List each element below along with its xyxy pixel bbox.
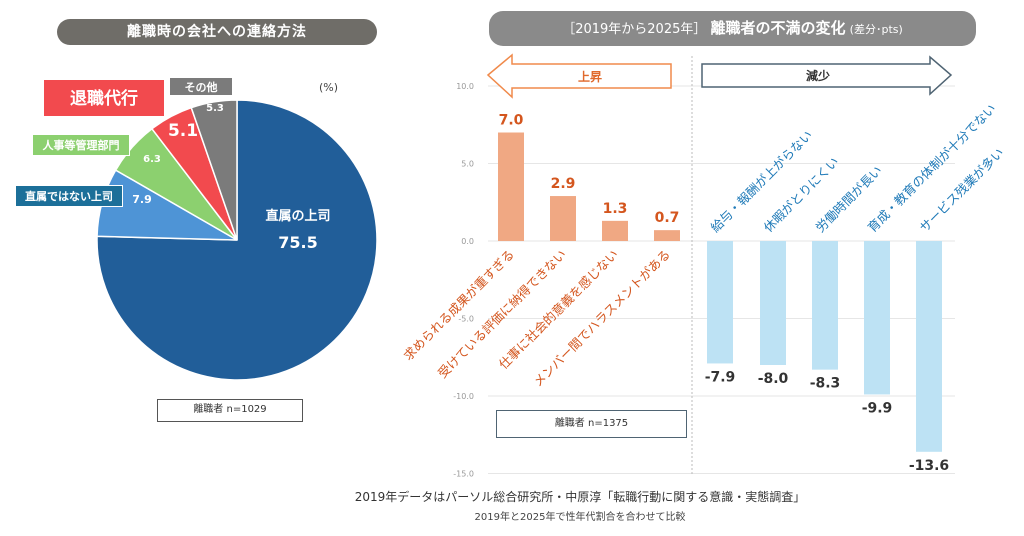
increase-label: 上昇 <box>578 69 602 84</box>
bar-6 <box>760 241 786 365</box>
pie-chart: 直属の上司 75.5 7.9 6.3 5.1 5.3 <box>96 99 378 381</box>
bar-2 <box>550 196 576 241</box>
bar-5 <box>707 241 733 364</box>
bar-value-label: -7.9 <box>705 369 736 385</box>
pie-tag-resignation-agency: 退職代行 <box>43 79 165 117</box>
y-tick-label: 5.0 <box>461 160 474 169</box>
y-tick-label: 0.0 <box>461 237 474 246</box>
bar-1 <box>498 132 524 241</box>
pie-chart-title: 離職時の会社への連絡方法 <box>57 19 377 45</box>
bar-8 <box>864 241 890 395</box>
category-label: 給与・報酬が上がらない <box>708 127 816 235</box>
pie-sample-size: 離職者 n=1029 <box>157 399 303 422</box>
footnote-source: 2019年データはパーソル総合研究所・中原淳「転職行動に関する意識・実態調査」 <box>354 490 806 504</box>
bar-title-period: ［2019年から2025年］ <box>562 22 707 37</box>
pie-value-direct-boss: 75.5 <box>278 233 317 252</box>
bar-value-label: 2.9 <box>551 176 576 192</box>
bar-value-label: -8.0 <box>758 371 789 387</box>
footnote-note: 2019年と2025年で性年代割合を合わせて比較 <box>474 512 686 523</box>
bar-3 <box>602 220 628 241</box>
bar-sample-size: 離職者 n=1375 <box>496 410 687 438</box>
pie-tag-other: その他 <box>169 77 233 96</box>
bar-chart-title: ［2019年から2025年］ 離職者の不満の変化 (差分･pts) <box>489 11 976 46</box>
pie-tag-indirect-boss: 直属ではない上司 <box>15 185 123 207</box>
pie-value-other: 5.3 <box>206 103 224 114</box>
pie-slice-other <box>190 99 238 241</box>
y-tick-label: -5.0 <box>458 315 474 324</box>
bar-value-label: 0.7 <box>655 210 680 226</box>
bar-7 <box>812 241 838 370</box>
decrease-arrow <box>701 55 953 96</box>
y-tick-label: -10.0 <box>453 392 474 401</box>
bar-value-label: -9.9 <box>862 400 893 416</box>
y-tick-label: -15.0 <box>453 470 474 479</box>
pie-tag-hr: 人事等管理部門 <box>32 134 130 156</box>
pie-value-indirect-boss: 7.9 <box>132 193 152 206</box>
increase-arrow <box>486 53 672 99</box>
pie-value-resignation-agency: 5.1 <box>168 121 198 141</box>
bar-title-unit: (差分･pts) <box>849 23 903 36</box>
y-tick-label: 10.0 <box>456 82 474 91</box>
bar-value-label: 7.0 <box>499 113 524 129</box>
bar-title-main: 離職者の不満の変化 <box>710 19 846 37</box>
pie-label-direct-boss: 直属の上司 <box>265 208 330 224</box>
decrease-label: 減少 <box>806 68 830 83</box>
bar-9 <box>916 241 942 452</box>
bar-value-label: 1.3 <box>603 201 628 217</box>
bar-4 <box>654 230 680 241</box>
bar-value-label: -8.3 <box>810 376 841 392</box>
pie-value-hr: 6.3 <box>143 154 161 165</box>
pie-unit-label: (%) <box>319 81 339 94</box>
pie-slice-direct-boss <box>96 99 378 381</box>
bar-value-label: -13.6 <box>909 458 949 474</box>
